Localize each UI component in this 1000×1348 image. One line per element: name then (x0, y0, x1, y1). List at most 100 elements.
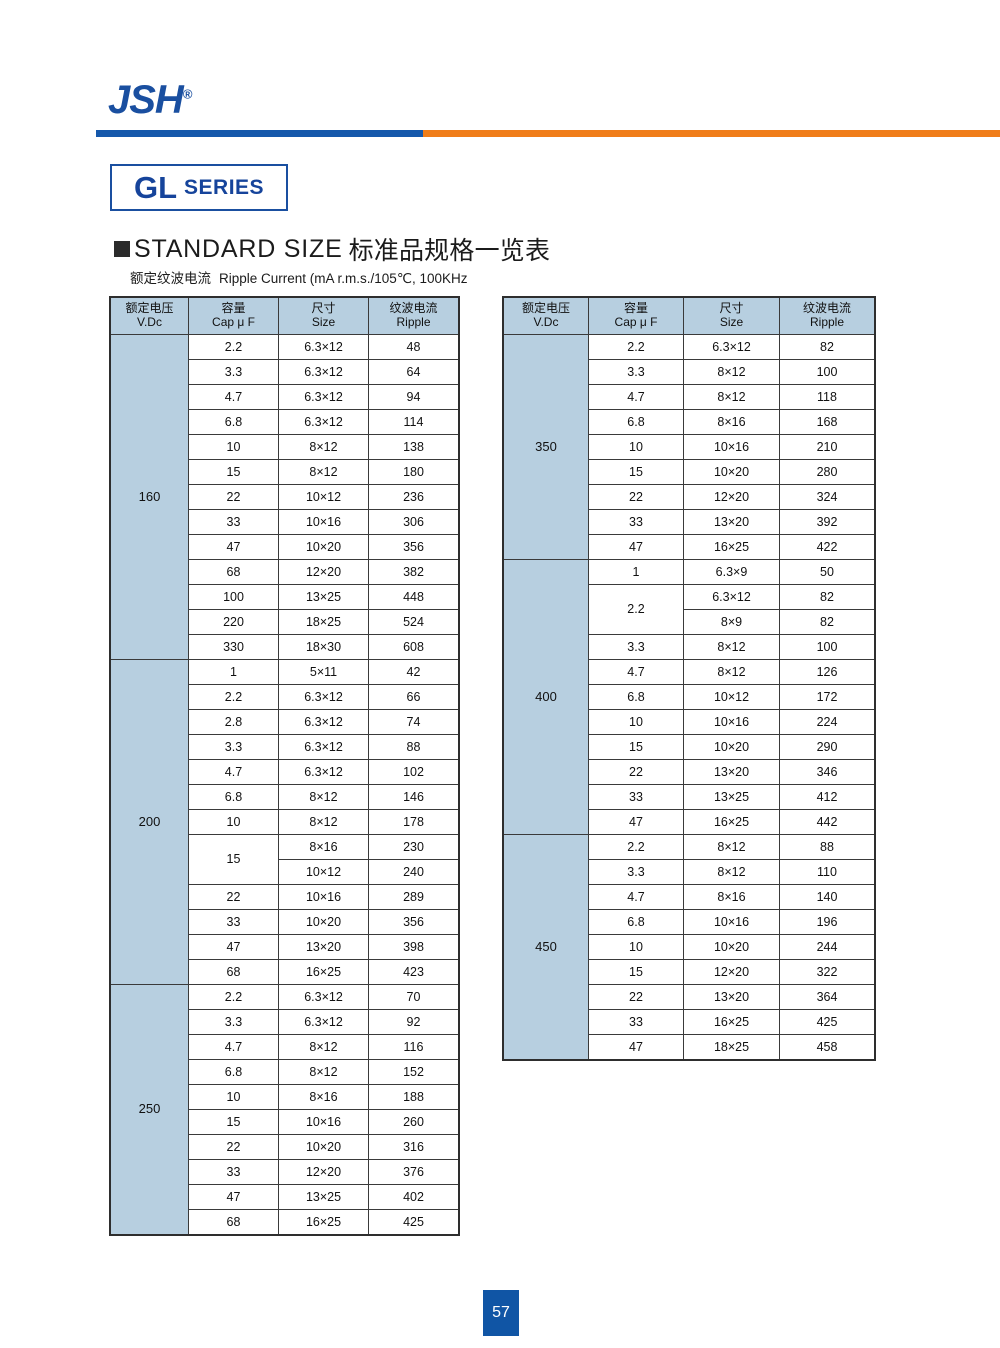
section-heading: STANDARD SIZE 标准品规格一览表 (114, 231, 550, 267)
cell-ripple: 82 (779, 584, 875, 610)
rule-segment-blue (96, 130, 423, 137)
table-row: 33 10×20 356 (111, 909, 459, 935)
cell-ripple: 82 (779, 334, 875, 360)
table-header-row: 额定电压 V.Dc 容量 Cap μ F 尺寸 Size 纹波电流 Ripple (110, 297, 459, 335)
cell-size: 12×20 (278, 1159, 369, 1185)
table-row: 33 10×16 306 (111, 509, 459, 535)
table-row: 10 8×16 188 (111, 1084, 459, 1110)
table-row: 3.3 8×12 100 (504, 634, 875, 660)
column-header-capacitance-en: Cap μ F (614, 315, 658, 329)
cell-ripple: 392 (779, 509, 875, 535)
column-header-capacitance: 容量 Cap μ F (588, 297, 684, 335)
cell-size: 6.3×12 (278, 384, 369, 410)
cell-size: 8×12 (683, 659, 780, 685)
cell-size: 6.3×12 (278, 759, 369, 785)
cell-capacitance: 15 (588, 734, 684, 760)
cell-ripple: 260 (368, 1109, 459, 1135)
cell-size: 13×25 (683, 784, 780, 810)
cell-size: 6.3×12 (278, 684, 369, 710)
cell-capacitance: 220 (188, 609, 279, 635)
cell-capacitance: 6.8 (188, 784, 279, 810)
cell-ripple: 102 (368, 759, 459, 785)
cell-size: 10×20 (683, 734, 780, 760)
cell-capacitance: 15 (188, 834, 279, 885)
cell-size: 10×16 (683, 709, 780, 735)
cell-size: 10×20 (683, 934, 780, 960)
cell-voltage: 350 (503, 334, 589, 560)
table-row: 33 13×20 392 (504, 509, 875, 535)
header-divider-rule (96, 130, 1000, 137)
cell-ripple: 442 (779, 809, 875, 835)
cell-capacitance: 10 (188, 434, 279, 460)
cell-capacitance: 6.8 (588, 909, 684, 935)
table-row: 10 10×16 210 (504, 434, 875, 460)
cell-capacitance: 6.8 (588, 684, 684, 710)
cell-capacitance: 10 (188, 1084, 279, 1110)
cell-ripple: 244 (779, 934, 875, 960)
cell-capacitance: 47 (588, 1034, 684, 1060)
rule-segment-orange (422, 130, 1000, 137)
cell-size: 13×25 (278, 1184, 369, 1210)
square-bullet-icon (114, 241, 130, 257)
cell-ripple: 126 (779, 659, 875, 685)
cell-capacitance: 3.3 (188, 359, 279, 385)
cell-size: 8×16 (278, 1084, 369, 1110)
table-row: 10 10×16 224 (504, 709, 875, 735)
cell-ripple: 110 (779, 859, 875, 885)
table-row: 22 13×20 364 (504, 984, 875, 1010)
cell-ripple: 236 (368, 484, 459, 510)
table-row: 47 10×20 356 (111, 534, 459, 560)
cell-size: 18×25 (683, 1034, 780, 1060)
cell-ripple: 138 (368, 434, 459, 460)
column-header-voltage-cn: 额定电压 (125, 301, 174, 316)
table-row: 3.3 8×12 100 (504, 359, 875, 385)
cell-ripple: 64 (368, 359, 459, 385)
cell-size: 18×25 (278, 609, 369, 635)
column-header-voltage: 额定电压 V.Dc (503, 297, 589, 335)
cell-capacitance: 22 (588, 984, 684, 1010)
cell-capacitance: 22 (588, 484, 684, 510)
cell-capacitance: 10 (588, 709, 684, 735)
table-row: 350 2.2 6.3×12 82 (503, 334, 875, 560)
cell-capacitance: 68 (188, 1209, 279, 1235)
cell-ripple: 290 (779, 734, 875, 760)
table-row: 15 8×16 230 (111, 834, 459, 885)
table-row: 6.8 10×12 172 (504, 684, 875, 710)
table-row: 47 18×25 458 (504, 1034, 875, 1060)
table-row: 15 8×12 180 (111, 459, 459, 485)
cell-ripple: 74 (368, 709, 459, 735)
cell-capacitance: 10 (588, 934, 684, 960)
column-header-ripple-en: Ripple (809, 315, 845, 329)
cell-ripple: 188 (368, 1084, 459, 1110)
cell-capacitance: 330 (188, 634, 279, 660)
cell-size: 6.3×12 (278, 334, 369, 360)
cell-voltage: 450 (503, 834, 589, 1060)
cell-capacitance: 47 (588, 809, 684, 835)
cell-size: 12×20 (278, 559, 369, 585)
cell-capacitance: 2.2 (588, 334, 684, 360)
column-header-size-cn: 尺寸 (719, 301, 744, 316)
section-subtitle-en: Ripple Current (mA r.m.s./105℃, 100KHz (219, 271, 468, 286)
table-row: 400 1 6.3×9 50 (503, 559, 875, 835)
cell-size: 8×16 (278, 834, 369, 860)
cell-capacitance: 2.2 (188, 984, 279, 1010)
table-row: 68 16×25 425 (111, 1209, 459, 1235)
cell-ripple: 346 (779, 759, 875, 785)
cell-capacitance: 2.2 (188, 684, 279, 710)
cell-size: 10×16 (683, 909, 780, 935)
table-row: 6.8 8×12 146 (111, 784, 459, 810)
column-header-size: 尺寸 Size (278, 297, 369, 335)
cell-capacitance: 3.3 (588, 859, 684, 885)
cell-capacitance: 3.3 (588, 359, 684, 385)
cell-capacitance: 15 (188, 459, 279, 485)
cell-size: 13×20 (683, 984, 780, 1010)
column-header-size-en: Size (311, 315, 336, 329)
cell-size: 16×25 (278, 1209, 369, 1235)
cell-size: 10×16 (278, 884, 369, 910)
cell-capacitance: 47 (188, 934, 279, 960)
cell-ripple: 364 (779, 984, 875, 1010)
cell-ripple: 172 (779, 684, 875, 710)
column-header-size-cn: 尺寸 (311, 301, 336, 316)
cell-capacitance: 2.2 (588, 834, 684, 860)
table-row: 3.3 6.3×12 64 (111, 359, 459, 385)
